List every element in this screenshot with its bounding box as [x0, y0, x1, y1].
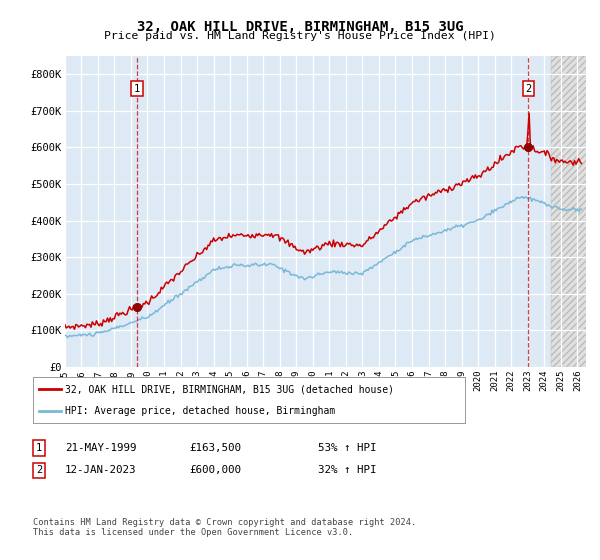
- Text: 2: 2: [36, 465, 42, 475]
- Text: 32% ↑ HPI: 32% ↑ HPI: [318, 465, 377, 475]
- Text: Contains HM Land Registry data © Crown copyright and database right 2024.
This d: Contains HM Land Registry data © Crown c…: [33, 518, 416, 538]
- Bar: [551, 56, 600, 367]
- Text: 53% ↑ HPI: 53% ↑ HPI: [318, 443, 377, 453]
- Text: Price paid vs. HM Land Registry's House Price Index (HPI): Price paid vs. HM Land Registry's House …: [104, 31, 496, 41]
- Text: 32, OAK HILL DRIVE, BIRMINGHAM, B15 3UG (detached house): 32, OAK HILL DRIVE, BIRMINGHAM, B15 3UG …: [65, 384, 394, 394]
- Text: 2: 2: [525, 83, 532, 94]
- Text: 12-JAN-2023: 12-JAN-2023: [65, 465, 136, 475]
- Text: 1: 1: [134, 83, 140, 94]
- Text: 21-MAY-1999: 21-MAY-1999: [65, 443, 136, 453]
- Text: £600,000: £600,000: [189, 465, 241, 475]
- Text: HPI: Average price, detached house, Birmingham: HPI: Average price, detached house, Birm…: [65, 407, 335, 416]
- Text: 32, OAK HILL DRIVE, BIRMINGHAM, B15 3UG: 32, OAK HILL DRIVE, BIRMINGHAM, B15 3UG: [137, 20, 463, 34]
- Text: £163,500: £163,500: [189, 443, 241, 453]
- Text: 1: 1: [36, 443, 42, 453]
